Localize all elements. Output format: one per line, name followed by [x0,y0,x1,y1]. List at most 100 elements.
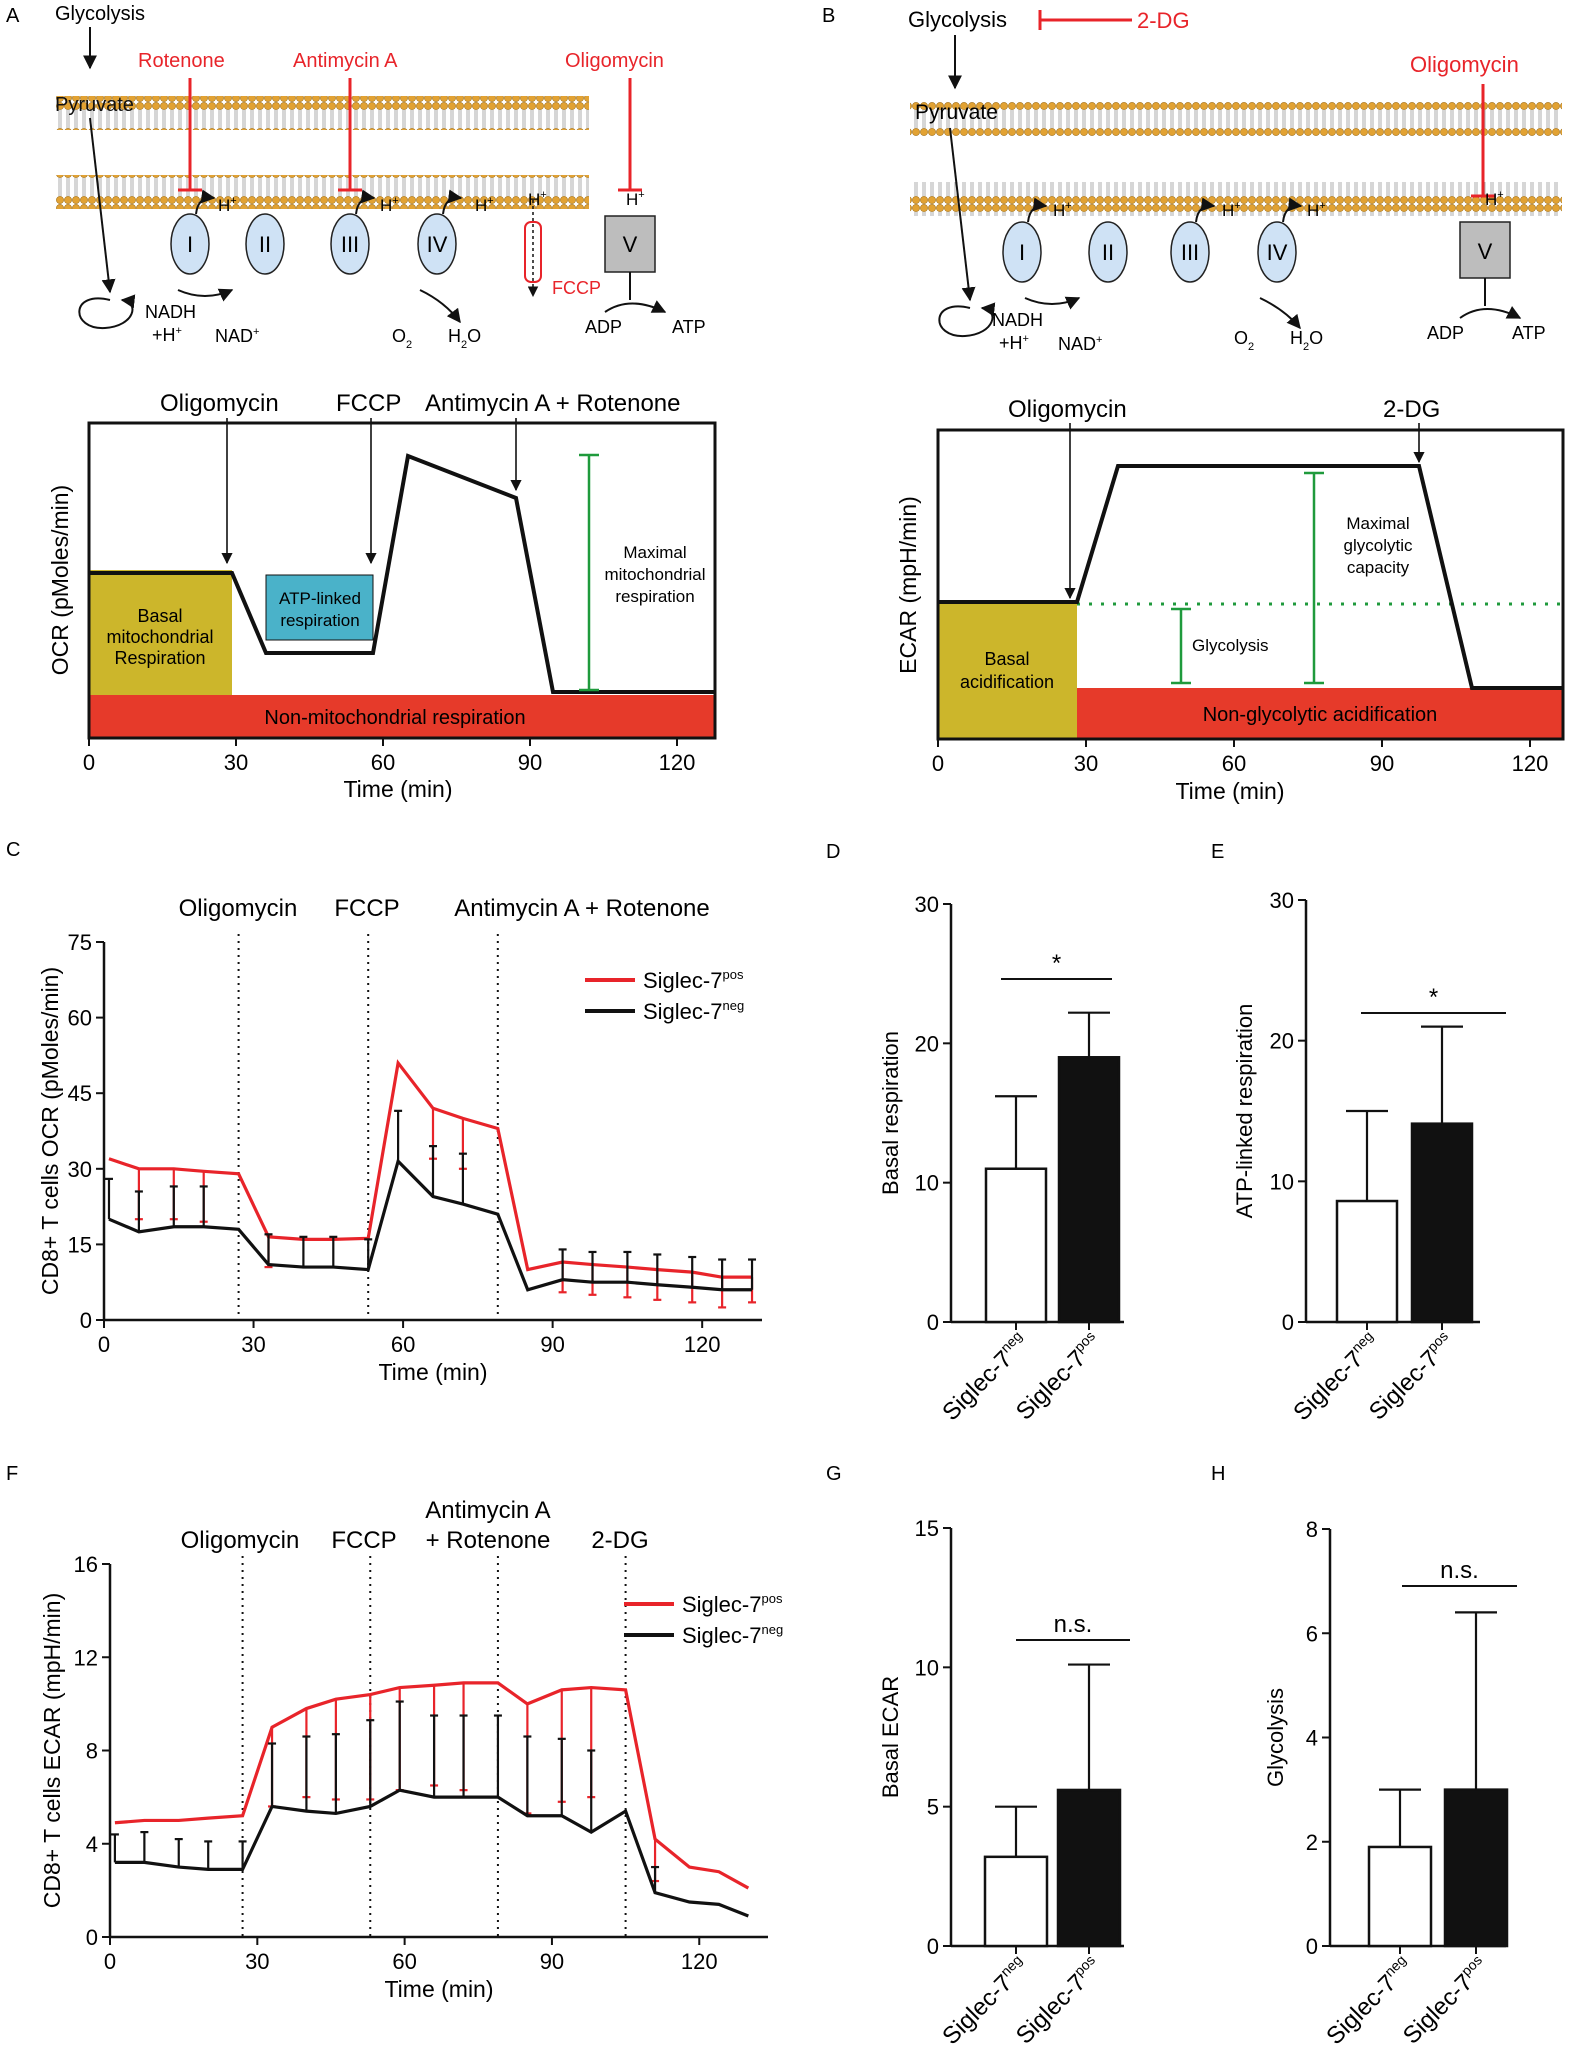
panel-b: B Glycolysis 2-DG Pyruvate Oligomycin I … [822,5,1565,804]
b-ecar-trace [938,464,1563,690]
o2-arrow [419,289,461,324]
y-axis-label: Glycolysis [1263,1688,1288,1787]
a-atp-line2: respiration [280,611,359,630]
b-inj1-label: Oligomycin [1008,396,1127,423]
hplus-nadh: +H+ [152,325,182,345]
a-schematic-frame [87,421,717,740]
proton-arrow-1 [195,189,216,215]
complex-1-label: I [187,232,193,257]
b-nad-label: NAD+ [1058,334,1102,354]
proton-arrow-3 [442,189,463,215]
y-tick-label: 0 [927,1934,939,1959]
hplus-1: H+ [218,195,237,215]
b-glycolysis-label: Glycolysis [1192,636,1269,655]
hplus-4: H+ [528,189,547,209]
outer-membrane [56,96,589,130]
significance-label: n.s. [1440,1557,1479,1584]
nad-label: NAD+ [215,326,259,346]
y-tick-label: 4 [86,1832,98,1857]
y-tick-label: 2 [1306,1830,1318,1855]
y-tick-label: 12 [74,1645,98,1670]
y-tick-label: 0 [927,1310,939,1335]
y-axis-label: CD8+ T cells ECAR (mpH/min) [39,1593,65,1908]
bar [1056,1788,1122,1948]
series-line [114,1681,750,1890]
bar [984,1167,1048,1324]
b-nonglyco-label: Non-glycolytic acidification [1203,704,1438,726]
panel-letter: E [1211,841,1224,863]
pyruvate-label: Pyruvate [55,94,134,116]
oligomycin-label: Oligomycin [565,50,664,72]
hplus-1: H+ [1053,200,1072,220]
a-ticklabel: 120 [659,750,696,775]
tca-cycle-icon [938,302,996,338]
bar [983,1855,1049,1948]
a-basal-line2: mitochondrial [106,627,213,647]
b-atp-label: ATP [1512,323,1546,343]
complex-2-label: II [259,232,271,257]
atp-arrow [1459,306,1522,319]
injection-label: FCCP [334,895,399,922]
y-axis-label: ATP-linked respiration [1232,1004,1257,1219]
panel-c: C 0 15 30 45 60 75 0 30 60 90 120 Time (min) CD8+ T c… [6,839,762,1385]
h2o-label: H2O [448,326,481,351]
fccp-label: FCCP [552,278,601,298]
a-basal-line3: Respiration [114,648,205,668]
a-ticklabel: 60 [371,750,395,775]
injection-label: 2-DG [591,1527,648,1554]
x-tick-label: 60 [391,1332,415,1357]
hplus-2: H+ [380,195,399,215]
a-basal-line1: Basal [137,606,182,626]
injection-label: Oligomycin [179,895,298,922]
a-inj3-label: Antimycin A + Rotenone [425,390,681,417]
x-tick-label: Siglec-7pos [1009,1328,1107,1426]
a-maximal-line2: mitochondrial [604,565,705,584]
y-tick-label: 10 [1270,1169,1294,1194]
x-tick-label: 0 [98,1332,110,1357]
b-basal-line1: Basal [984,649,1029,669]
complex-3-icon [1170,221,1210,283]
panel-a: A Glycolysis Pyruvate Rotenone Antimycin… [6,3,717,802]
b-ticklabel: 0 [932,751,944,776]
b-maximal-line3: capacity [1347,558,1410,577]
significance-label: * [1052,950,1061,977]
hplus-4: H+ [1485,189,1504,209]
series-line [114,1788,749,1918]
a-maximal-line1: Maximal [623,543,686,562]
a-ocr-trace [89,453,715,694]
o2-label: O2 [392,326,412,351]
complex-4-icon [1257,221,1297,283]
hplus-5: H+ [626,189,645,209]
b-basal-box [938,602,1077,739]
b-schematic-frame [936,428,1565,741]
tca-cycle-icon [78,294,136,330]
b-complex-2-label: II [1102,240,1114,265]
injection-label: Antimycin A [425,1497,550,1524]
complex-2-icon [1088,221,1128,283]
y-axis-label: Basal respiration [878,1031,903,1195]
y-tick-label: 8 [1306,1517,1318,1542]
y-tick-label: 60 [68,1006,92,1031]
panel-letter: C [6,839,20,861]
y-tick-label: 10 [915,1171,939,1196]
complex-4-label: IV [427,232,448,257]
atp-arrow [604,300,667,313]
b-ylabel: ECAR (mpH/min) [895,496,921,674]
significance-label: n.s. [1054,1611,1093,1638]
b-complex-3-label: III [1181,240,1199,265]
x-axis-label: Time (min) [384,1976,493,2002]
a-nonmito-box [89,695,715,738]
proton-arrow-2 [355,189,376,215]
panel-letter: F [6,1463,18,1485]
b-complex-5-label: V [1478,239,1493,264]
rotenone-label: Rotenone [138,50,225,72]
complex-1-icon [170,213,210,275]
legend-label: Siglec-7neg [682,1622,783,1648]
y-tick-label: 0 [1306,1934,1318,1959]
a-atp-line1: ATP-linked [279,589,361,608]
a-maximal-line3: respiration [615,587,694,606]
complex-3-icon [330,213,370,275]
